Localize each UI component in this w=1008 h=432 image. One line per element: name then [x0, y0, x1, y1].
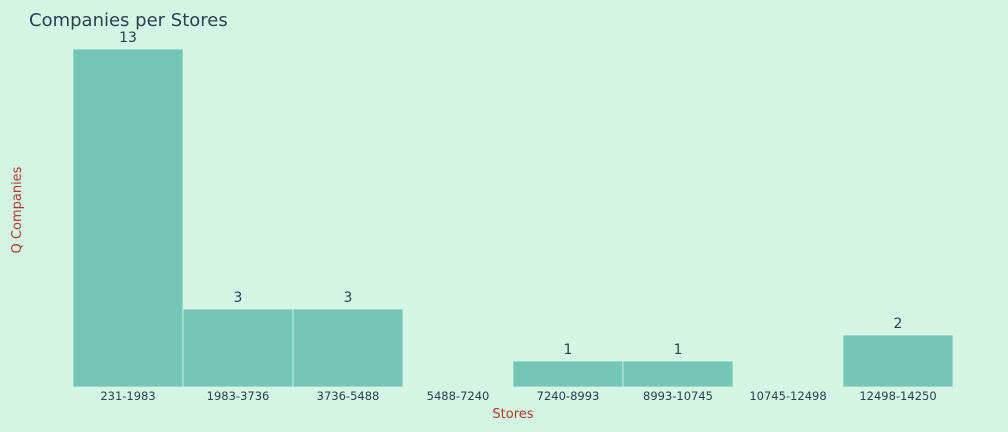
data-label-3736-5488: 3: [344, 290, 353, 306]
y-axis-title: Q Companies: [10, 166, 25, 253]
data-label-8993-10745: 1: [674, 342, 683, 358]
x-tick-label-10745-12498: 10745-12498: [749, 389, 826, 403]
x-tick-label-231-1983: 231-1983: [100, 389, 155, 403]
bar-8993-10745: [622, 360, 734, 388]
bars-layer: [72, 48, 954, 388]
x-tick-label-3736-5488: 3736-5488: [317, 389, 380, 403]
x-tick-labels-layer: 231-1983 1983-3736 3736-5488 5488-7240 7240-…: [100, 389, 936, 403]
bar-12498-14250: [842, 334, 954, 388]
bar-231-1983: [72, 48, 184, 388]
data-labels-layer: 13 3 3 1 1 2: [119, 30, 902, 358]
data-label-12498-14250: 2: [894, 316, 903, 332]
bar-7240-8993: [512, 360, 624, 388]
data-label-1983-3736: 3: [234, 290, 243, 306]
bar-1983-3736: [182, 308, 294, 388]
bar-3736-5488: [292, 308, 404, 388]
chart-title: Companies per Stores: [29, 10, 228, 31]
data-label-7240-8993: 1: [564, 342, 573, 358]
x-tick-label-12498-14250: 12498-14250: [859, 389, 936, 403]
x-tick-label-7240-8993: 7240-8993: [537, 389, 600, 403]
x-tick-label-5488-7240: 5488-7240: [427, 389, 490, 403]
x-tick-label-8993-10745: 8993-10745: [643, 389, 713, 403]
data-label-231-1983: 13: [119, 30, 137, 46]
x-axis-title: Stores: [492, 407, 533, 422]
x-tick-label-1983-3736: 1983-3736: [207, 389, 270, 403]
